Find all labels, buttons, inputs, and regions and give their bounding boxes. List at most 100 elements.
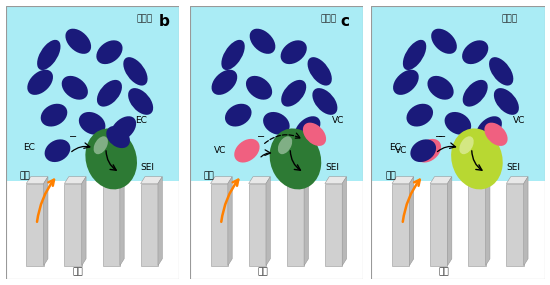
Ellipse shape — [403, 40, 426, 70]
Ellipse shape — [263, 112, 290, 135]
Bar — [6, 6, 179, 181]
Bar — [371, 6, 544, 181]
Text: VC: VC — [395, 146, 408, 155]
Bar — [249, 184, 266, 266]
Polygon shape — [26, 177, 48, 184]
Ellipse shape — [451, 129, 503, 190]
Bar — [211, 184, 228, 266]
Ellipse shape — [427, 76, 454, 100]
Text: c: c — [340, 14, 349, 29]
Text: 電極: 電極 — [257, 268, 268, 276]
Ellipse shape — [416, 139, 441, 162]
Text: −: − — [69, 132, 77, 142]
Text: VC: VC — [513, 116, 526, 125]
Text: 電解液: 電解液 — [320, 14, 337, 23]
Ellipse shape — [79, 112, 106, 135]
Bar — [392, 184, 409, 266]
Ellipse shape — [494, 88, 519, 115]
Text: VC: VC — [332, 116, 344, 125]
Polygon shape — [392, 177, 414, 184]
Polygon shape — [325, 177, 347, 184]
Polygon shape — [120, 177, 124, 266]
Text: 電子: 電子 — [204, 171, 214, 180]
Ellipse shape — [307, 57, 332, 86]
Ellipse shape — [250, 29, 276, 54]
Ellipse shape — [28, 70, 53, 95]
Ellipse shape — [462, 40, 488, 64]
Polygon shape — [524, 177, 528, 266]
Text: 電極: 電極 — [73, 268, 84, 276]
Ellipse shape — [225, 104, 251, 127]
Text: VC: VC — [214, 146, 226, 155]
Bar — [507, 184, 524, 266]
Bar — [468, 184, 486, 266]
Ellipse shape — [37, 40, 60, 70]
Ellipse shape — [463, 80, 488, 107]
Ellipse shape — [41, 104, 67, 127]
Text: SEI: SEI — [507, 163, 520, 172]
Text: −: − — [434, 132, 443, 142]
Polygon shape — [342, 177, 346, 266]
Ellipse shape — [278, 136, 292, 154]
Ellipse shape — [96, 40, 123, 64]
Bar — [430, 184, 448, 266]
Bar — [141, 184, 158, 266]
Ellipse shape — [459, 136, 474, 154]
Ellipse shape — [128, 88, 153, 115]
Text: −: − — [257, 132, 265, 142]
Polygon shape — [486, 177, 490, 266]
Ellipse shape — [393, 70, 419, 95]
Polygon shape — [507, 177, 528, 184]
Bar — [6, 181, 179, 279]
Ellipse shape — [410, 139, 436, 162]
Bar — [287, 184, 304, 266]
Polygon shape — [287, 177, 309, 184]
Bar — [26, 184, 43, 266]
Ellipse shape — [45, 139, 70, 162]
Polygon shape — [228, 177, 232, 266]
Ellipse shape — [312, 88, 337, 115]
Polygon shape — [266, 177, 270, 266]
Ellipse shape — [476, 116, 502, 141]
Polygon shape — [64, 177, 86, 184]
Text: −: − — [438, 132, 447, 142]
Ellipse shape — [234, 139, 260, 162]
Ellipse shape — [212, 70, 237, 95]
Ellipse shape — [489, 57, 513, 86]
Polygon shape — [304, 177, 309, 266]
Ellipse shape — [406, 104, 433, 127]
Polygon shape — [211, 177, 232, 184]
Ellipse shape — [221, 40, 245, 70]
Text: EC: EC — [389, 143, 401, 152]
Ellipse shape — [85, 129, 137, 190]
Text: 電解液: 電解液 — [136, 14, 152, 23]
Bar — [190, 181, 363, 279]
Polygon shape — [102, 177, 124, 184]
Polygon shape — [468, 177, 490, 184]
Ellipse shape — [123, 57, 147, 86]
Bar — [102, 184, 120, 266]
Ellipse shape — [97, 80, 122, 107]
Ellipse shape — [270, 129, 321, 190]
Ellipse shape — [62, 76, 88, 100]
Ellipse shape — [295, 116, 321, 141]
Polygon shape — [249, 177, 270, 184]
Ellipse shape — [94, 136, 108, 154]
Ellipse shape — [111, 116, 136, 141]
Text: SEI: SEI — [325, 163, 339, 172]
Ellipse shape — [444, 112, 471, 135]
Ellipse shape — [246, 76, 272, 100]
Text: 電解液: 電解液 — [502, 14, 518, 23]
Bar — [190, 6, 363, 181]
Polygon shape — [82, 177, 86, 266]
Text: 電子: 電子 — [385, 171, 396, 180]
Text: 電子: 電子 — [19, 171, 30, 180]
Text: EC: EC — [23, 143, 35, 152]
Text: EC: EC — [135, 116, 147, 125]
Polygon shape — [430, 177, 452, 184]
Polygon shape — [43, 177, 48, 266]
Ellipse shape — [65, 29, 91, 54]
Ellipse shape — [106, 126, 130, 148]
Bar — [371, 181, 544, 279]
Ellipse shape — [303, 123, 326, 146]
